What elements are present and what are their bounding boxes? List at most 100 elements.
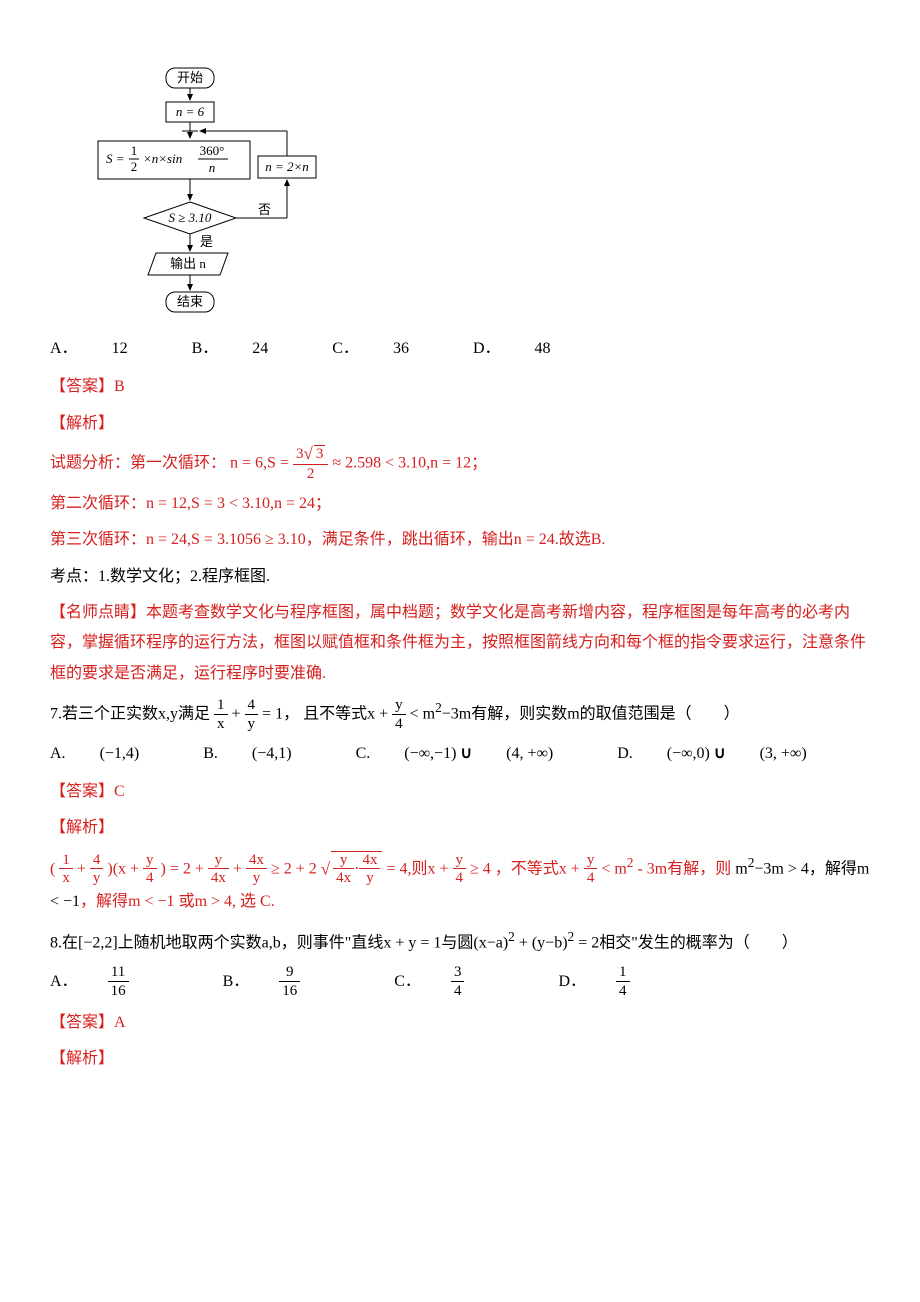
fc-calc-half-n: 1 (131, 143, 138, 158)
q7-opt-a: (−1,4) (100, 745, 140, 762)
q7d-p2: + (233, 860, 242, 877)
fc-label-yes: 是 (200, 234, 213, 249)
q7d-p1: + (77, 860, 86, 877)
q7d-ge4: ≥ 4 (470, 860, 491, 877)
q8-mid: + (y−b) (515, 934, 568, 951)
loop1-den: 2 (293, 465, 328, 483)
q6-kaodian: 考点：1.数学文化；2.程序框图. (50, 562, 870, 592)
q7-opt-a-prefix: A. (50, 745, 66, 762)
q8-c-prefix: C． (394, 973, 421, 990)
q7d-f7n: y (584, 852, 598, 870)
q7-opt-d: (−∞,0) ∪ (3, +∞) (667, 745, 807, 762)
q8-jiexi-label: 【解析】 (50, 1044, 870, 1074)
q6-loop1: 试题分析：第一次循环： n = 6,S = 3√32 ≈ 2.598 < 3.1… (50, 445, 870, 483)
q6-loop3: 第三次循环：n = 24,S = 3.1056 ≥ 3.10，满足条件，跳出循环… (50, 525, 870, 555)
fc-calc-half-d: 2 (131, 159, 138, 174)
q7d-f1d: x (59, 869, 73, 887)
fc-calc-xn: ×n×sin (143, 151, 182, 166)
q7d-bu: 不等式x + (511, 860, 580, 877)
q6-opt-d: 48 (535, 340, 551, 357)
q7-plus: + (232, 706, 241, 723)
q8-cn: 3 (451, 964, 465, 982)
answer-value: B (114, 378, 125, 395)
q8-an: 11 (108, 964, 129, 982)
answer-label: 【答案】 (50, 1014, 114, 1031)
q7d-f1n: 1 (59, 852, 73, 870)
q7d-tail2: - 3m有解，则 (633, 860, 731, 877)
q7-derivation: ( 1x + 4y )(x + y4 ) = 2 + y4x + 4xy ≥ 2… (50, 850, 870, 918)
q6-jiexi-label: 【解析】 (50, 409, 870, 439)
q8-tail: = 2相交"发生的概率为（ ） (574, 934, 798, 951)
q7d-f6d: 4 (453, 869, 467, 887)
q6-mingshi: 【名师点睛】本题考查数学文化与程序框图，属中档题；数学文化是高考新增内容，程序框… (50, 598, 870, 689)
fc-start: 开始 (177, 70, 203, 85)
q7-f3n: y (392, 697, 406, 715)
q6-opt-c-prefix: C． (332, 340, 359, 357)
q6-opt-a: 12 (112, 340, 128, 357)
q7d-comma: ， (495, 860, 511, 877)
q7-jiexi-label: 【解析】 (50, 813, 870, 843)
q7d-ltm: < m (601, 860, 626, 877)
q7d-or: 或m > 4, 选 C. (179, 893, 275, 910)
loop1-eq-right: ≈ 2.598 < 3.10,n = 12； (332, 455, 487, 472)
q7-do: ( (50, 860, 55, 877)
q7-stem: 7.若三个正实数x,y满足 1x + 4y = 1， 且不等式x + y4 < … (50, 695, 870, 732)
q7-f1d: x (214, 715, 228, 733)
fc-mult: n = 2×n (265, 159, 309, 174)
fc-cond: S ≥ 3.10 (169, 210, 212, 225)
loop1-eq-left: n = 6,S = (230, 455, 289, 472)
fc-calc-left: S = (106, 151, 125, 166)
q7d-f6n: y (453, 852, 467, 870)
q6-opt-d-prefix: D． (473, 340, 501, 357)
q6-answer: 【答案】B (50, 372, 870, 402)
q7d-f5d: y (246, 869, 267, 887)
answer-label: 【答案】 (50, 378, 114, 395)
q7-options: A. (−1,4) B. (−4,1) C. (−∞,−1) ∪ (4, +∞)… (50, 739, 870, 769)
q8-dd: 4 (616, 982, 630, 1000)
fc-end: 结束 (177, 294, 203, 309)
q7-mid: 且不等式x + (303, 706, 388, 723)
q7-f2d: y (245, 715, 259, 733)
q7d-eq4: = 4,则x + (386, 860, 448, 877)
q6-opt-b-prefix: B． (192, 340, 219, 357)
q7d-f2n: 4 (90, 852, 104, 870)
ms-body: 本题考查数学文化与程序框图，属中档题；数学文化是高考新增内容，程序框图是每年高考… (50, 604, 866, 682)
q8-dn: 1 (616, 964, 630, 982)
q7-lt: < m (410, 706, 435, 723)
q8-d-prefix: D． (558, 973, 586, 990)
q7s-f2d: y (359, 869, 380, 887)
q8-options: A．1116 B．916 C．34 D．14 (50, 964, 870, 1000)
q8-sup1: 2 (508, 929, 515, 944)
q7d-f7d: 4 (584, 869, 598, 887)
fc-calc-nden: n (209, 160, 216, 175)
q7-tail: −3m有解，则实数m的取值范围是（ ） (442, 706, 740, 723)
q7d-f4d: 4x (208, 869, 229, 887)
q7-opt-c-prefix: C. (356, 745, 371, 762)
q8-bn: 9 (279, 964, 300, 982)
q8-stem1: 在[−2,2]上随机地取两个实数a,b，则事件"直线x + y = 1与圆(x−… (62, 934, 508, 951)
q7-f3d: 4 (392, 715, 406, 733)
q7d-c2: ) = 2 + (161, 860, 204, 877)
flowchart-svg: 开始 n = 6 S = 1 2 ×n×sin 360° n n = 2×n S… (50, 60, 340, 322)
q8-a-prefix: A． (50, 973, 78, 990)
q7d-then: m (735, 860, 747, 877)
q7d-f3n: y (143, 852, 157, 870)
q7-f1n: 1 (214, 697, 228, 715)
q7-opt-c: (−∞,−1) ∪ (4, +∞) (404, 745, 553, 762)
q7-opt-b: (−4,1) (252, 745, 292, 762)
fc-label-no: 否 (258, 202, 271, 217)
ms-label: 【名师点睛】 (50, 604, 146, 621)
q8-cd: 4 (451, 982, 465, 1000)
q7d-f5n: 4x (246, 852, 267, 870)
fc-init: n = 6 (176, 104, 205, 119)
q7-answer: 【答案】C (50, 777, 870, 807)
fc-calc-360: 360° (200, 143, 225, 158)
q6-opt-b: 24 (252, 340, 268, 357)
q6-options: A． 12 B． 24 C． 36 D． 48 (50, 334, 870, 364)
answer-value: A (114, 1014, 126, 1031)
loop1-pre: 试题分析：第一次循环： (50, 455, 226, 472)
q7-pre: 若三个正实数x,y满足 (62, 706, 210, 723)
q7s-f1n: y (333, 852, 354, 870)
q6-opt-c: 36 (393, 340, 409, 357)
q8-bd: 16 (279, 982, 300, 1000)
